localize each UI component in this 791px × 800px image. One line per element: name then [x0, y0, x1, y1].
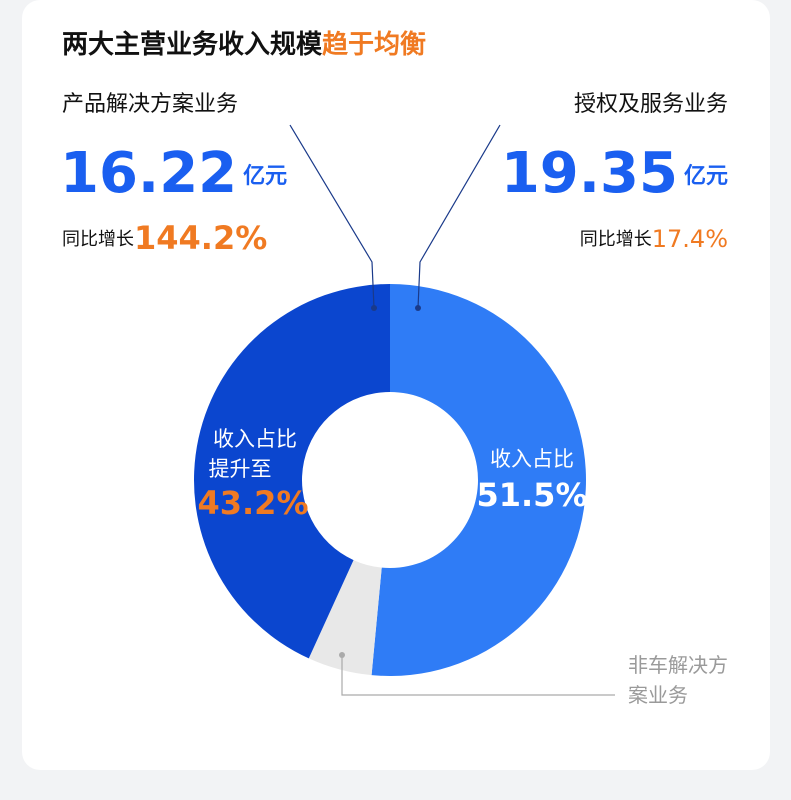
- revenue-unit: 亿元: [684, 164, 728, 189]
- growth-row: 同比增长17.4%: [580, 225, 728, 253]
- leader-dot: [371, 305, 377, 311]
- growth-value: 17.4%: [652, 225, 728, 253]
- growth-label: 同比增长: [580, 229, 652, 250]
- label-box: 非车解决方案业务: [628, 653, 728, 707]
- revenue-value: 16.22: [60, 141, 237, 206]
- growth-value: 144.2%: [134, 219, 267, 257]
- revenue-unit: 亿元: [243, 164, 287, 189]
- leader-line: [341, 655, 615, 696]
- leader-dot: [415, 305, 421, 311]
- pie-slice: [308, 560, 382, 676]
- revenue-row: 19.35 亿元: [501, 141, 728, 206]
- category-label: 授权及服务业务: [574, 92, 728, 117]
- revenue-value: 19.35: [501, 141, 678, 206]
- revenue-row: 16.22 亿元: [60, 141, 287, 206]
- chart-title: 两大主营业务收入规模趋于均衡: [62, 29, 426, 60]
- growth-label: 同比增长: [62, 229, 134, 250]
- share-label: 收入占比: [213, 427, 297, 451]
- pie-slice: [371, 284, 587, 677]
- category-label: 产品解决方案业务: [62, 92, 238, 117]
- share-rise-label: 提升至: [209, 457, 272, 481]
- leader-dot: [339, 652, 345, 658]
- share-label: 收入占比: [490, 447, 574, 471]
- title-highlight: 趋于均衡: [322, 29, 426, 60]
- title-main: 两大主营业务收入规模: [62, 30, 323, 60]
- growth-row: 同比增长144.2%: [62, 219, 267, 257]
- leader-line: [417, 124, 501, 309]
- value-label: 51.5%: [476, 476, 587, 514]
- value-label: 43.2%: [197, 484, 308, 522]
- pie-slice: [194, 284, 390, 659]
- leader-line: [289, 124, 375, 309]
- donut: [194, 284, 587, 677]
- category-label: 非车解决方案业务: [628, 653, 728, 707]
